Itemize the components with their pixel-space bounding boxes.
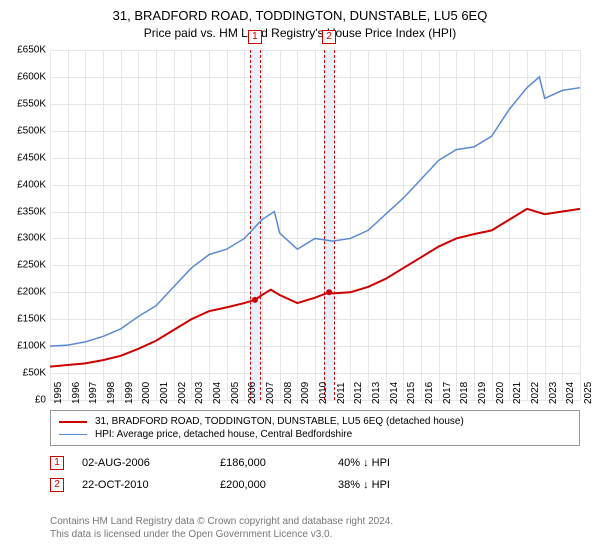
y-axis-label: £400K <box>17 179 46 190</box>
footer-line: This data is licensed under the Open Gov… <box>50 528 580 541</box>
x-axis-label: 2015 <box>406 382 417 404</box>
x-axis-label: 2014 <box>389 382 400 404</box>
x-axis-label: 2020 <box>495 382 506 404</box>
transaction-marker: 2 <box>50 478 64 492</box>
x-axis-label: 2018 <box>459 382 470 404</box>
x-axis-label: 2023 <box>548 382 559 404</box>
band-marker: 1 <box>248 30 262 44</box>
x-axis-label: 2010 <box>318 382 329 404</box>
transaction-hpi-delta: 40% ↓ HPI <box>338 457 580 469</box>
x-axis-label: 1997 <box>88 382 99 404</box>
x-axis-label: 2007 <box>265 382 276 404</box>
x-axis-label: 2012 <box>353 382 364 404</box>
y-axis-label: £150K <box>17 314 46 325</box>
chart-subtitle: Price paid vs. HM Land Registry's House … <box>0 23 600 40</box>
transactions-list: 1 02-AUG-2006 £186,000 40% ↓ HPI 2 22-OC… <box>50 452 580 496</box>
series-price_paid <box>50 209 580 367</box>
x-axis-label: 2009 <box>300 382 311 404</box>
x-axis-label: 2006 <box>247 382 258 404</box>
y-axis-label: £600K <box>17 71 46 82</box>
x-axis-label: 1998 <box>106 382 117 404</box>
transaction-marker: 1 <box>50 456 64 470</box>
line-plot <box>50 50 580 400</box>
legend-label: HPI: Average price, detached house, Cent… <box>95 429 352 440</box>
x-axis-label: 2002 <box>177 382 188 404</box>
legend-swatch <box>59 421 87 423</box>
y-axis-label: £450K <box>17 152 46 163</box>
series-hpi <box>50 77 580 346</box>
x-axis-label: 2022 <box>530 382 541 404</box>
transaction-row: 2 22-OCT-2010 £200,000 38% ↓ HPI <box>50 474 580 496</box>
legend-label: 31, BRADFORD ROAD, TODDINGTON, DUNSTABLE… <box>95 416 464 427</box>
x-axis-label: 2005 <box>230 382 241 404</box>
x-axis-label: 2008 <box>283 382 294 404</box>
legend-swatch <box>59 434 87 436</box>
y-axis-label: £350K <box>17 206 46 217</box>
legend-item: HPI: Average price, detached house, Cent… <box>59 428 571 441</box>
sale-marker-dot <box>252 297 258 303</box>
y-axis-label: £300K <box>17 233 46 244</box>
y-axis-label: £0 <box>35 395 46 406</box>
y-axis-label: £200K <box>17 287 46 298</box>
x-axis-label: 2003 <box>194 382 205 404</box>
x-axis-label: 2001 <box>159 382 170 404</box>
x-axis-label: 2025 <box>583 382 594 404</box>
x-axis-label: 1996 <box>71 382 82 404</box>
transaction-hpi-delta: 38% ↓ HPI <box>338 479 580 491</box>
x-axis-label: 2013 <box>371 382 382 404</box>
x-axis-label: 2019 <box>477 382 488 404</box>
y-axis-label: £250K <box>17 260 46 271</box>
x-axis-label: 2024 <box>565 382 576 404</box>
transaction-price: £186,000 <box>220 457 320 469</box>
x-axis-label: 2016 <box>424 382 435 404</box>
y-axis-label: £500K <box>17 125 46 136</box>
x-axis-label: 2000 <box>141 382 152 404</box>
x-axis-label: 2021 <box>512 382 523 404</box>
x-axis-label: 2011 <box>336 382 347 404</box>
footer: Contains HM Land Registry data © Crown c… <box>50 515 580 541</box>
x-axis-label: 1995 <box>53 382 64 404</box>
y-axis-label: £650K <box>17 45 46 56</box>
y-axis-label: £550K <box>17 98 46 109</box>
transaction-row: 1 02-AUG-2006 £186,000 40% ↓ HPI <box>50 452 580 474</box>
x-axis-label: 2004 <box>212 382 223 404</box>
band-marker: 2 <box>322 30 336 44</box>
transaction-price: £200,000 <box>220 479 320 491</box>
chart-title: 31, BRADFORD ROAD, TODDINGTON, DUNSTABLE… <box>0 0 600 23</box>
chart-area: £0£50K£100K£150K£200K£250K£300K£350K£400… <box>50 50 580 400</box>
transaction-date: 22-OCT-2010 <box>82 479 202 491</box>
transaction-date: 02-AUG-2006 <box>82 457 202 469</box>
footer-line: Contains HM Land Registry data © Crown c… <box>50 515 580 528</box>
sale-marker-dot <box>326 289 332 295</box>
legend: 31, BRADFORD ROAD, TODDINGTON, DUNSTABLE… <box>50 410 580 446</box>
y-axis-label: £50K <box>23 368 46 379</box>
x-axis-label: 2017 <box>442 382 453 404</box>
x-axis-label: 1999 <box>124 382 135 404</box>
legend-item: 31, BRADFORD ROAD, TODDINGTON, DUNSTABLE… <box>59 415 571 428</box>
y-axis-label: £100K <box>17 341 46 352</box>
